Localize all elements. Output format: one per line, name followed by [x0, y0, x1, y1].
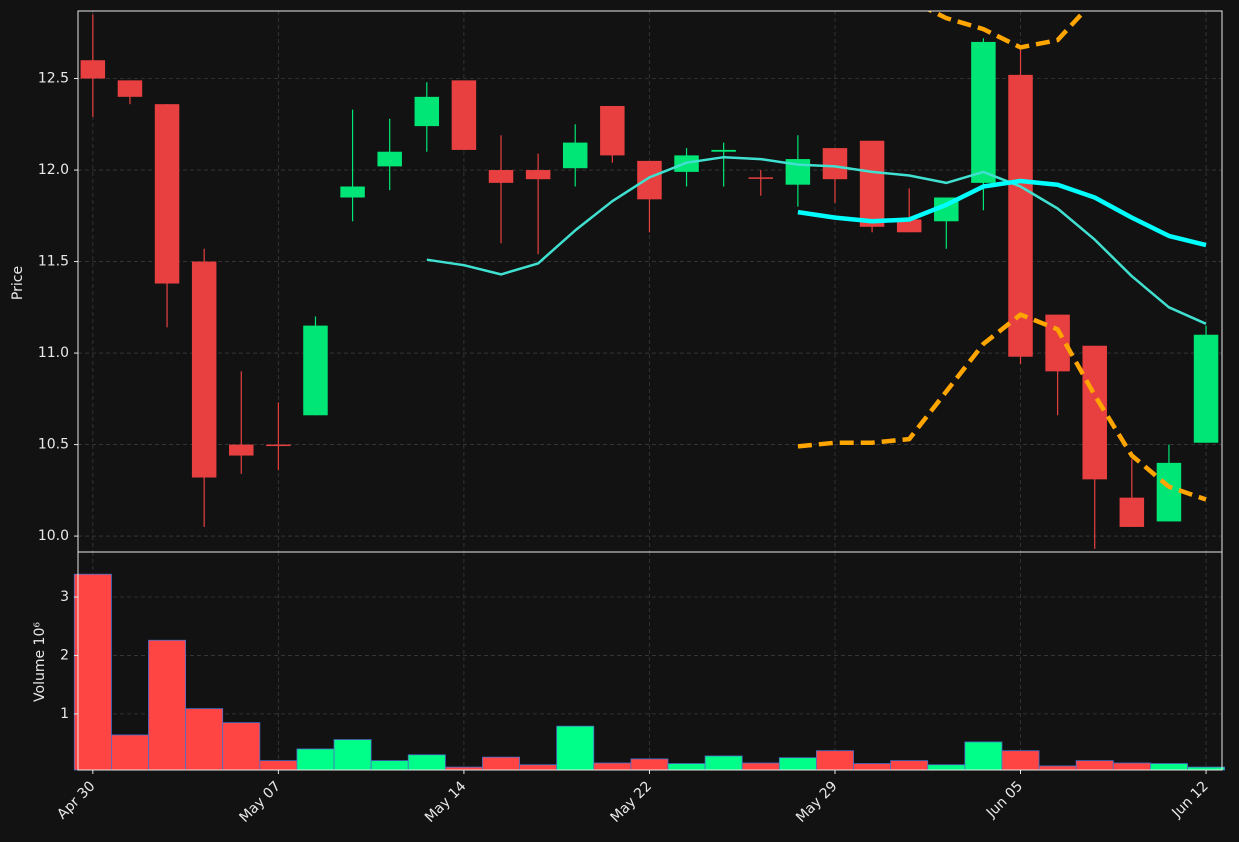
- line-series: [426, 155, 1207, 325]
- line-series: [797, 312, 1207, 502]
- y-axis-label: Volume 10⁶: [32, 622, 48, 702]
- y-tick-label: 12.5: [38, 71, 69, 87]
- volume-bar: [1075, 760, 1114, 771]
- volume-bar: [816, 750, 854, 771]
- volume-bar: [110, 734, 149, 771]
- y-tick-label: 10.0: [38, 528, 69, 544]
- volume-bar: [741, 762, 780, 771]
- volume-bar: [927, 764, 966, 771]
- candle-body: [154, 104, 180, 284]
- volume-bar: [519, 764, 558, 771]
- line-series: [797, 178, 1207, 248]
- y-tick-label: 12.0: [38, 162, 69, 178]
- volume-bar: [704, 755, 743, 771]
- volume-bar: [370, 760, 409, 771]
- candle-body: [711, 149, 736, 152]
- volume-bar: [185, 708, 224, 771]
- candle-body: [266, 444, 291, 447]
- volume-bar: [148, 639, 187, 771]
- volume-bar: [593, 762, 632, 771]
- candle-body: [600, 105, 625, 156]
- candle-body: [303, 325, 328, 416]
- volume-bar: [1112, 762, 1151, 771]
- candle-body: [525, 170, 551, 180]
- y-tick-label: 3: [60, 589, 69, 605]
- volume-bar: [222, 722, 261, 771]
- candle-body: [451, 80, 477, 150]
- volume-bar: [630, 758, 669, 771]
- candle-body: [488, 170, 514, 183]
- candle-body: [748, 177, 774, 179]
- candle-body: [896, 219, 922, 233]
- y-tick-label: 10.5: [38, 437, 69, 453]
- y-tick-label: 11.5: [38, 254, 69, 270]
- candle-body: [562, 142, 588, 169]
- volume-bar: [890, 760, 929, 771]
- volume-bar: [1038, 765, 1077, 771]
- volume-bar: [964, 741, 1003, 771]
- line-series: [926, 11, 1088, 50]
- candle-body: [637, 160, 662, 200]
- volume-bar: [1001, 750, 1040, 771]
- y-tick-label: 1: [60, 706, 69, 722]
- candle-body: [229, 444, 254, 456]
- candle-body: [1193, 334, 1219, 443]
- candle-body: [971, 41, 996, 183]
- volume-bar: [407, 754, 446, 771]
- volume-bar: [778, 757, 817, 771]
- volume-bar: [259, 760, 298, 771]
- volume-bar: [482, 756, 520, 771]
- y-tick-label: 2: [60, 647, 69, 663]
- candle-body: [1045, 314, 1070, 372]
- volume-bar: [556, 725, 595, 771]
- volume-bar: [853, 763, 892, 771]
- candle-body: [1156, 462, 1182, 522]
- candle-body: [1082, 345, 1107, 480]
- y-tick-label: 11.0: [38, 345, 69, 361]
- y-axis-label: Price: [10, 266, 26, 300]
- candle-body: [822, 148, 848, 180]
- volume-bar: [667, 763, 706, 771]
- volume-bar: [296, 748, 335, 771]
- candle-body: [1119, 497, 1145, 527]
- volume-area: [73, 573, 1225, 771]
- volume-bar: [333, 739, 372, 771]
- candle-body: [80, 60, 106, 79]
- volume-bar: [1149, 763, 1188, 771]
- candle-body: [117, 80, 143, 97]
- plot-area: [80, 11, 1219, 549]
- candle-body: [377, 151, 402, 167]
- candle-body: [859, 140, 885, 227]
- candle-body: [191, 261, 217, 478]
- candle-body: [414, 96, 440, 127]
- volume-bar: [73, 573, 112, 771]
- candle-body: [1008, 74, 1033, 357]
- candle-body: [340, 186, 365, 198]
- axes-frame: [77, 551, 1223, 771]
